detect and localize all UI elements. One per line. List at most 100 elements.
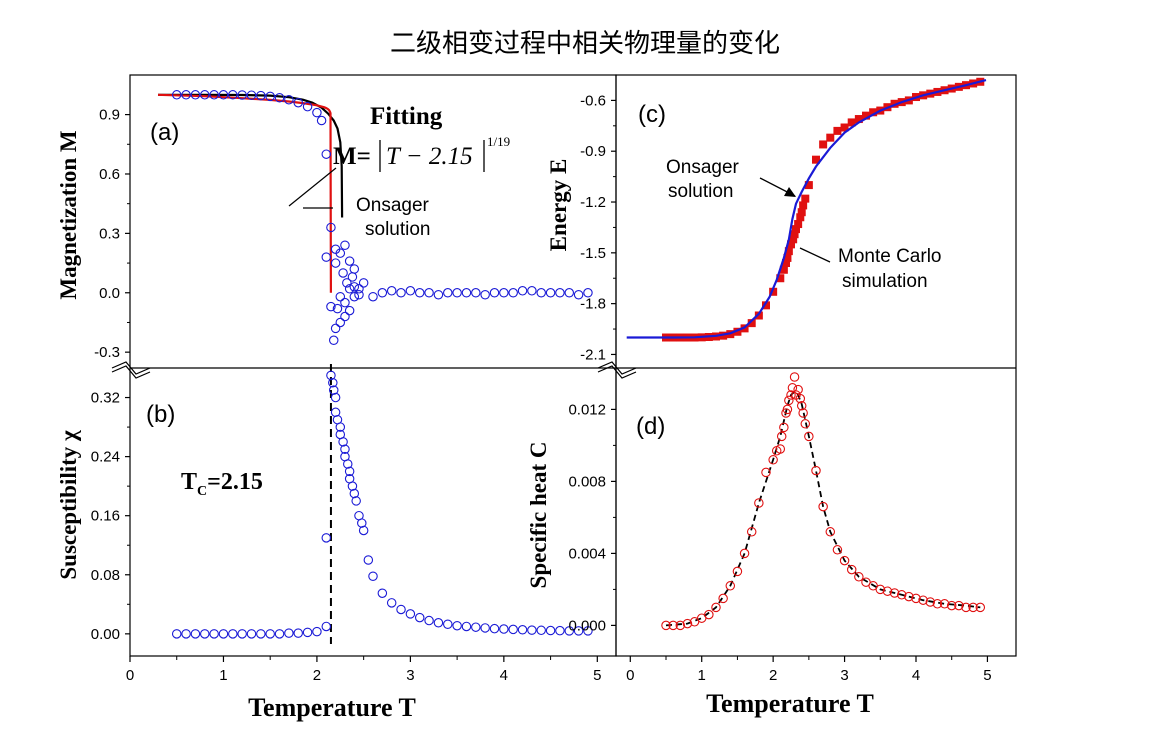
data-point [862, 111, 870, 120]
xtick-label: 2 [769, 667, 777, 684]
data-point [349, 291, 360, 302]
data-point [911, 593, 921, 604]
data-point [321, 533, 332, 543]
xtick-label: 1 [219, 667, 227, 684]
mc-line2: simulation [842, 271, 928, 292]
data-point [265, 629, 275, 639]
data-point [793, 384, 803, 395]
data-point [711, 602, 721, 613]
data-point [396, 288, 406, 298]
data-point [335, 317, 346, 328]
series-line [158, 93, 344, 218]
data-point [555, 625, 565, 636]
data-point [789, 235, 798, 244]
data-point [368, 291, 378, 302]
series-line [157, 93, 332, 293]
data-point [344, 284, 355, 294]
data-point [330, 258, 341, 268]
ytick-label: 0.008 [568, 473, 606, 490]
data-point [340, 311, 350, 322]
data-point [776, 431, 787, 442]
data-point [536, 288, 546, 298]
data-point [768, 455, 778, 465]
data-point [246, 629, 257, 639]
data-point [452, 288, 462, 298]
data-point [321, 621, 332, 632]
data-point [246, 90, 257, 100]
data-point [811, 465, 821, 476]
data-point [869, 108, 878, 117]
data-point [489, 288, 500, 298]
data-point [354, 284, 364, 294]
data-point [461, 288, 472, 298]
data-point [386, 286, 397, 296]
data-point [316, 115, 327, 126]
data-point [302, 627, 313, 638]
data-point [818, 501, 828, 512]
data-point [274, 93, 285, 103]
ytick-label: -1.2 [580, 194, 606, 211]
data-point [786, 390, 796, 400]
data-point [846, 564, 857, 575]
data-point [386, 598, 397, 608]
data-point [527, 286, 537, 296]
data-point [746, 527, 757, 537]
data-point [368, 571, 378, 581]
data-point [302, 101, 313, 112]
data-point [769, 287, 778, 296]
data-point [424, 615, 434, 626]
panel-c: -2.1 -1.8 -1.5 -1.2 -0.9 -0.6 [580, 77, 987, 363]
data-point [326, 222, 336, 233]
data-point [761, 467, 771, 478]
data-point [682, 618, 693, 629]
data-point [190, 90, 201, 100]
data-point [826, 133, 835, 142]
panel-label-c: (c) [638, 101, 666, 128]
data-point [725, 581, 736, 591]
axis-break-left [111, 361, 151, 375]
data-point [564, 288, 575, 298]
data-point [784, 395, 794, 406]
data-point [377, 588, 388, 598]
data-point [527, 625, 537, 635]
xtick-label: 2 [313, 667, 321, 684]
data-point [833, 126, 842, 135]
data-point [918, 595, 928, 605]
data-point [209, 90, 219, 100]
formula-lhs: M= [333, 143, 371, 170]
data-point [847, 118, 856, 127]
data-point [342, 278, 352, 288]
data-point [332, 303, 343, 314]
panel-label-d: (d) [636, 413, 665, 440]
data-point [347, 481, 358, 491]
data-point [545, 288, 556, 298]
data-point [762, 301, 770, 310]
data-point [218, 629, 229, 639]
data-point [889, 588, 900, 598]
data-point [171, 629, 182, 639]
data-point [209, 629, 219, 639]
ytick-label: 0.3 [99, 225, 120, 242]
data-point [800, 419, 811, 429]
axis-break-right [597, 361, 637, 375]
data-point [228, 629, 238, 639]
ytick-label: 0.6 [99, 166, 120, 183]
data-point [328, 335, 339, 346]
data-point [747, 319, 756, 328]
figure-title: 二级相变过程中相关物理量的变化 [390, 29, 780, 59]
data-point [804, 181, 813, 190]
data-point [312, 107, 322, 118]
ytick-label: -1.5 [580, 245, 606, 262]
ytick-label: 0.08 [91, 567, 120, 584]
xlabel-right: Temperature T [706, 689, 874, 718]
xtick-label: 0 [626, 667, 634, 684]
data-point [237, 90, 247, 100]
ylabel-c: Energy E [546, 159, 571, 252]
formula-body: T − 2.15 [386, 143, 473, 170]
data-point [326, 370, 336, 381]
data-point [396, 604, 406, 615]
ytick-label: 0.0 [99, 285, 120, 302]
data-point [787, 240, 795, 249]
data-point [200, 629, 210, 639]
data-point [583, 288, 593, 298]
